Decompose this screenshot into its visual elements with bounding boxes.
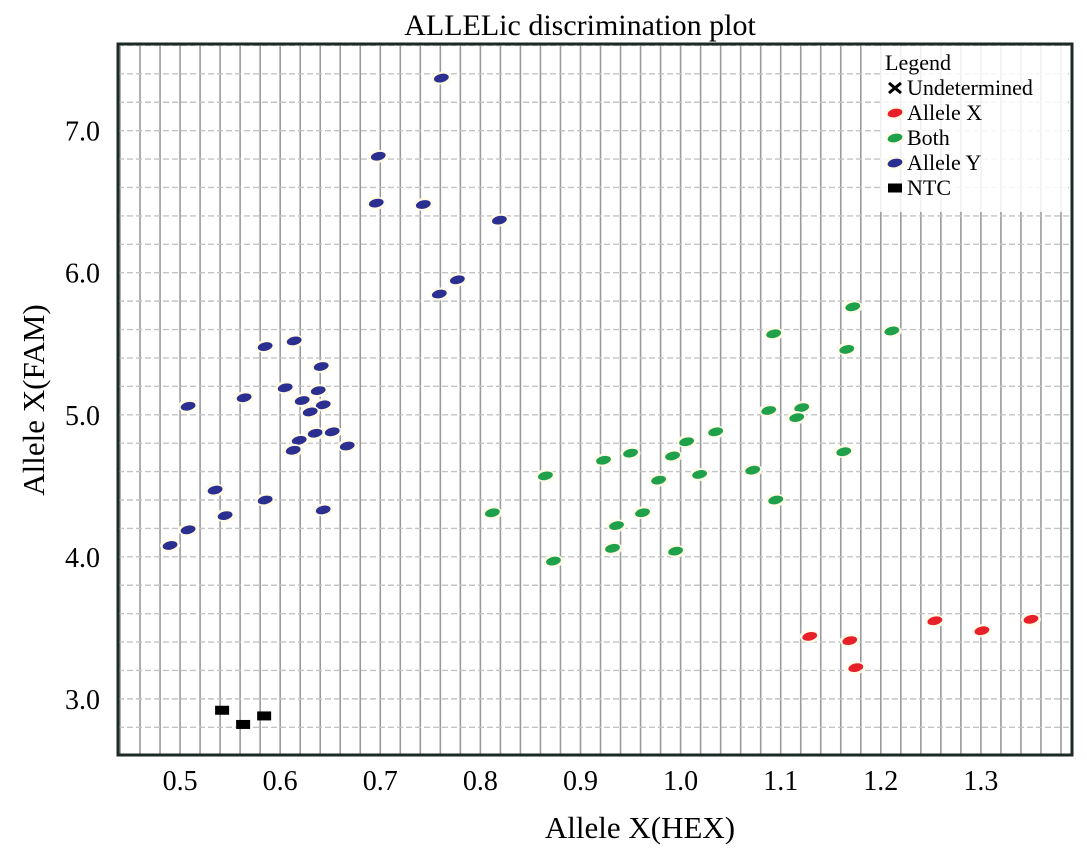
point-allele-y [447, 273, 468, 287]
point-both [606, 519, 627, 533]
y-tick-label: 5.0 [65, 401, 100, 432]
point-allele-y [300, 405, 321, 419]
point-allele-y [308, 384, 329, 398]
data-points [160, 71, 1041, 729]
chart-title: ALLELic discrimination plot [404, 9, 756, 42]
point-both [602, 541, 623, 555]
point-both [833, 445, 854, 459]
x-tick-label: 0.6 [263, 766, 298, 797]
point-allele-y [215, 509, 236, 523]
point-both [662, 449, 683, 463]
point-both [742, 463, 763, 477]
point-both [786, 411, 807, 425]
point-allele-y [292, 394, 313, 408]
point-both [689, 467, 710, 481]
point-allele-y [160, 538, 181, 552]
point-both [535, 469, 556, 483]
legend-marker-allele-x [885, 106, 905, 120]
point-allele-y [413, 198, 434, 212]
point-both [763, 327, 784, 341]
x-tick-label: 1.0 [663, 766, 698, 797]
legend-marker-undetermined [888, 81, 902, 95]
point-allele-y [178, 523, 199, 537]
point-both [593, 453, 614, 467]
point-both [758, 404, 779, 418]
y-axis-label: Allele X(FAM) [16, 304, 51, 495]
point-both [648, 473, 669, 487]
y-axis-ticks: 3.0 4.0 5.0 6.0 7.0 [65, 117, 100, 716]
legend-background [880, 46, 1068, 212]
point-allele-y [313, 503, 334, 517]
point-both [705, 425, 726, 439]
point-allele-y [431, 71, 452, 85]
x-tick-label: 1.1 [763, 766, 798, 797]
point-ntc [215, 705, 230, 715]
point-allele-x [971, 624, 992, 638]
point-both [676, 435, 697, 449]
point-allele-y [489, 213, 510, 227]
point-both [836, 342, 857, 356]
x-axis-ticks: 0.5 0.6 0.7 0.8 0.9 1.0 1.1 1.2 1.3 [163, 766, 999, 797]
point-ntc [236, 719, 251, 729]
point-allele-y [368, 149, 389, 163]
x-tick-label: 0.9 [563, 766, 598, 797]
point-allele-y [322, 425, 343, 439]
legend-marker-both [885, 131, 905, 145]
x-tick-label: 0.8 [463, 766, 498, 797]
point-allele-y [311, 359, 332, 373]
point-allele-y [255, 493, 276, 507]
point-allele-y [275, 381, 296, 395]
point-allele-y [429, 287, 450, 301]
legend-marker-allele-y [885, 156, 905, 170]
x-tick-label: 1.3 [963, 766, 998, 797]
legend-entry: Allele X [907, 100, 982, 125]
legend-marker-ntc [888, 183, 902, 193]
legend-entry: Both [907, 125, 950, 150]
point-allele-x [845, 661, 866, 675]
point-allele-x [1020, 612, 1041, 626]
point-both [543, 554, 564, 568]
plot-frame [116, 42, 1074, 757]
point-allele-x [839, 634, 860, 648]
point-allele-y [234, 391, 255, 405]
y-tick-label: 6.0 [65, 259, 100, 290]
x-tick-label: 0.5 [163, 766, 198, 797]
point-allele-y [255, 340, 276, 354]
point-both [842, 300, 863, 314]
point-both [665, 544, 686, 558]
point-allele-x [799, 629, 820, 643]
point-both [881, 324, 902, 338]
y-tick-label: 3.0 [65, 685, 100, 716]
point-both [620, 446, 641, 460]
point-allele-y [178, 399, 199, 413]
point-allele-y [283, 443, 304, 457]
point-both [482, 506, 503, 520]
x-tick-label: 1.2 [863, 766, 898, 797]
y-tick-label: 4.0 [65, 543, 100, 574]
point-both [632, 506, 653, 520]
point-ntc [257, 711, 272, 721]
point-both [791, 401, 812, 415]
point-both [765, 493, 786, 507]
legend-entry: Undetermined [907, 75, 1033, 100]
point-allele-y [337, 439, 358, 453]
point-allele-y [205, 483, 226, 497]
point-allele-y [289, 433, 310, 447]
legend-entry: NTC [907, 175, 951, 200]
point-allele-y [366, 196, 387, 210]
x-tick-label: 0.7 [363, 766, 398, 797]
x-axis-label: Allele X(HEX) [545, 810, 735, 845]
y-tick-label: 7.0 [65, 117, 100, 148]
point-allele-y [305, 426, 326, 440]
point-allele-y [284, 334, 305, 348]
point-allele-x [924, 614, 945, 628]
legend-entry: Allele Y [907, 150, 981, 175]
legend-title: Legend [885, 50, 951, 75]
